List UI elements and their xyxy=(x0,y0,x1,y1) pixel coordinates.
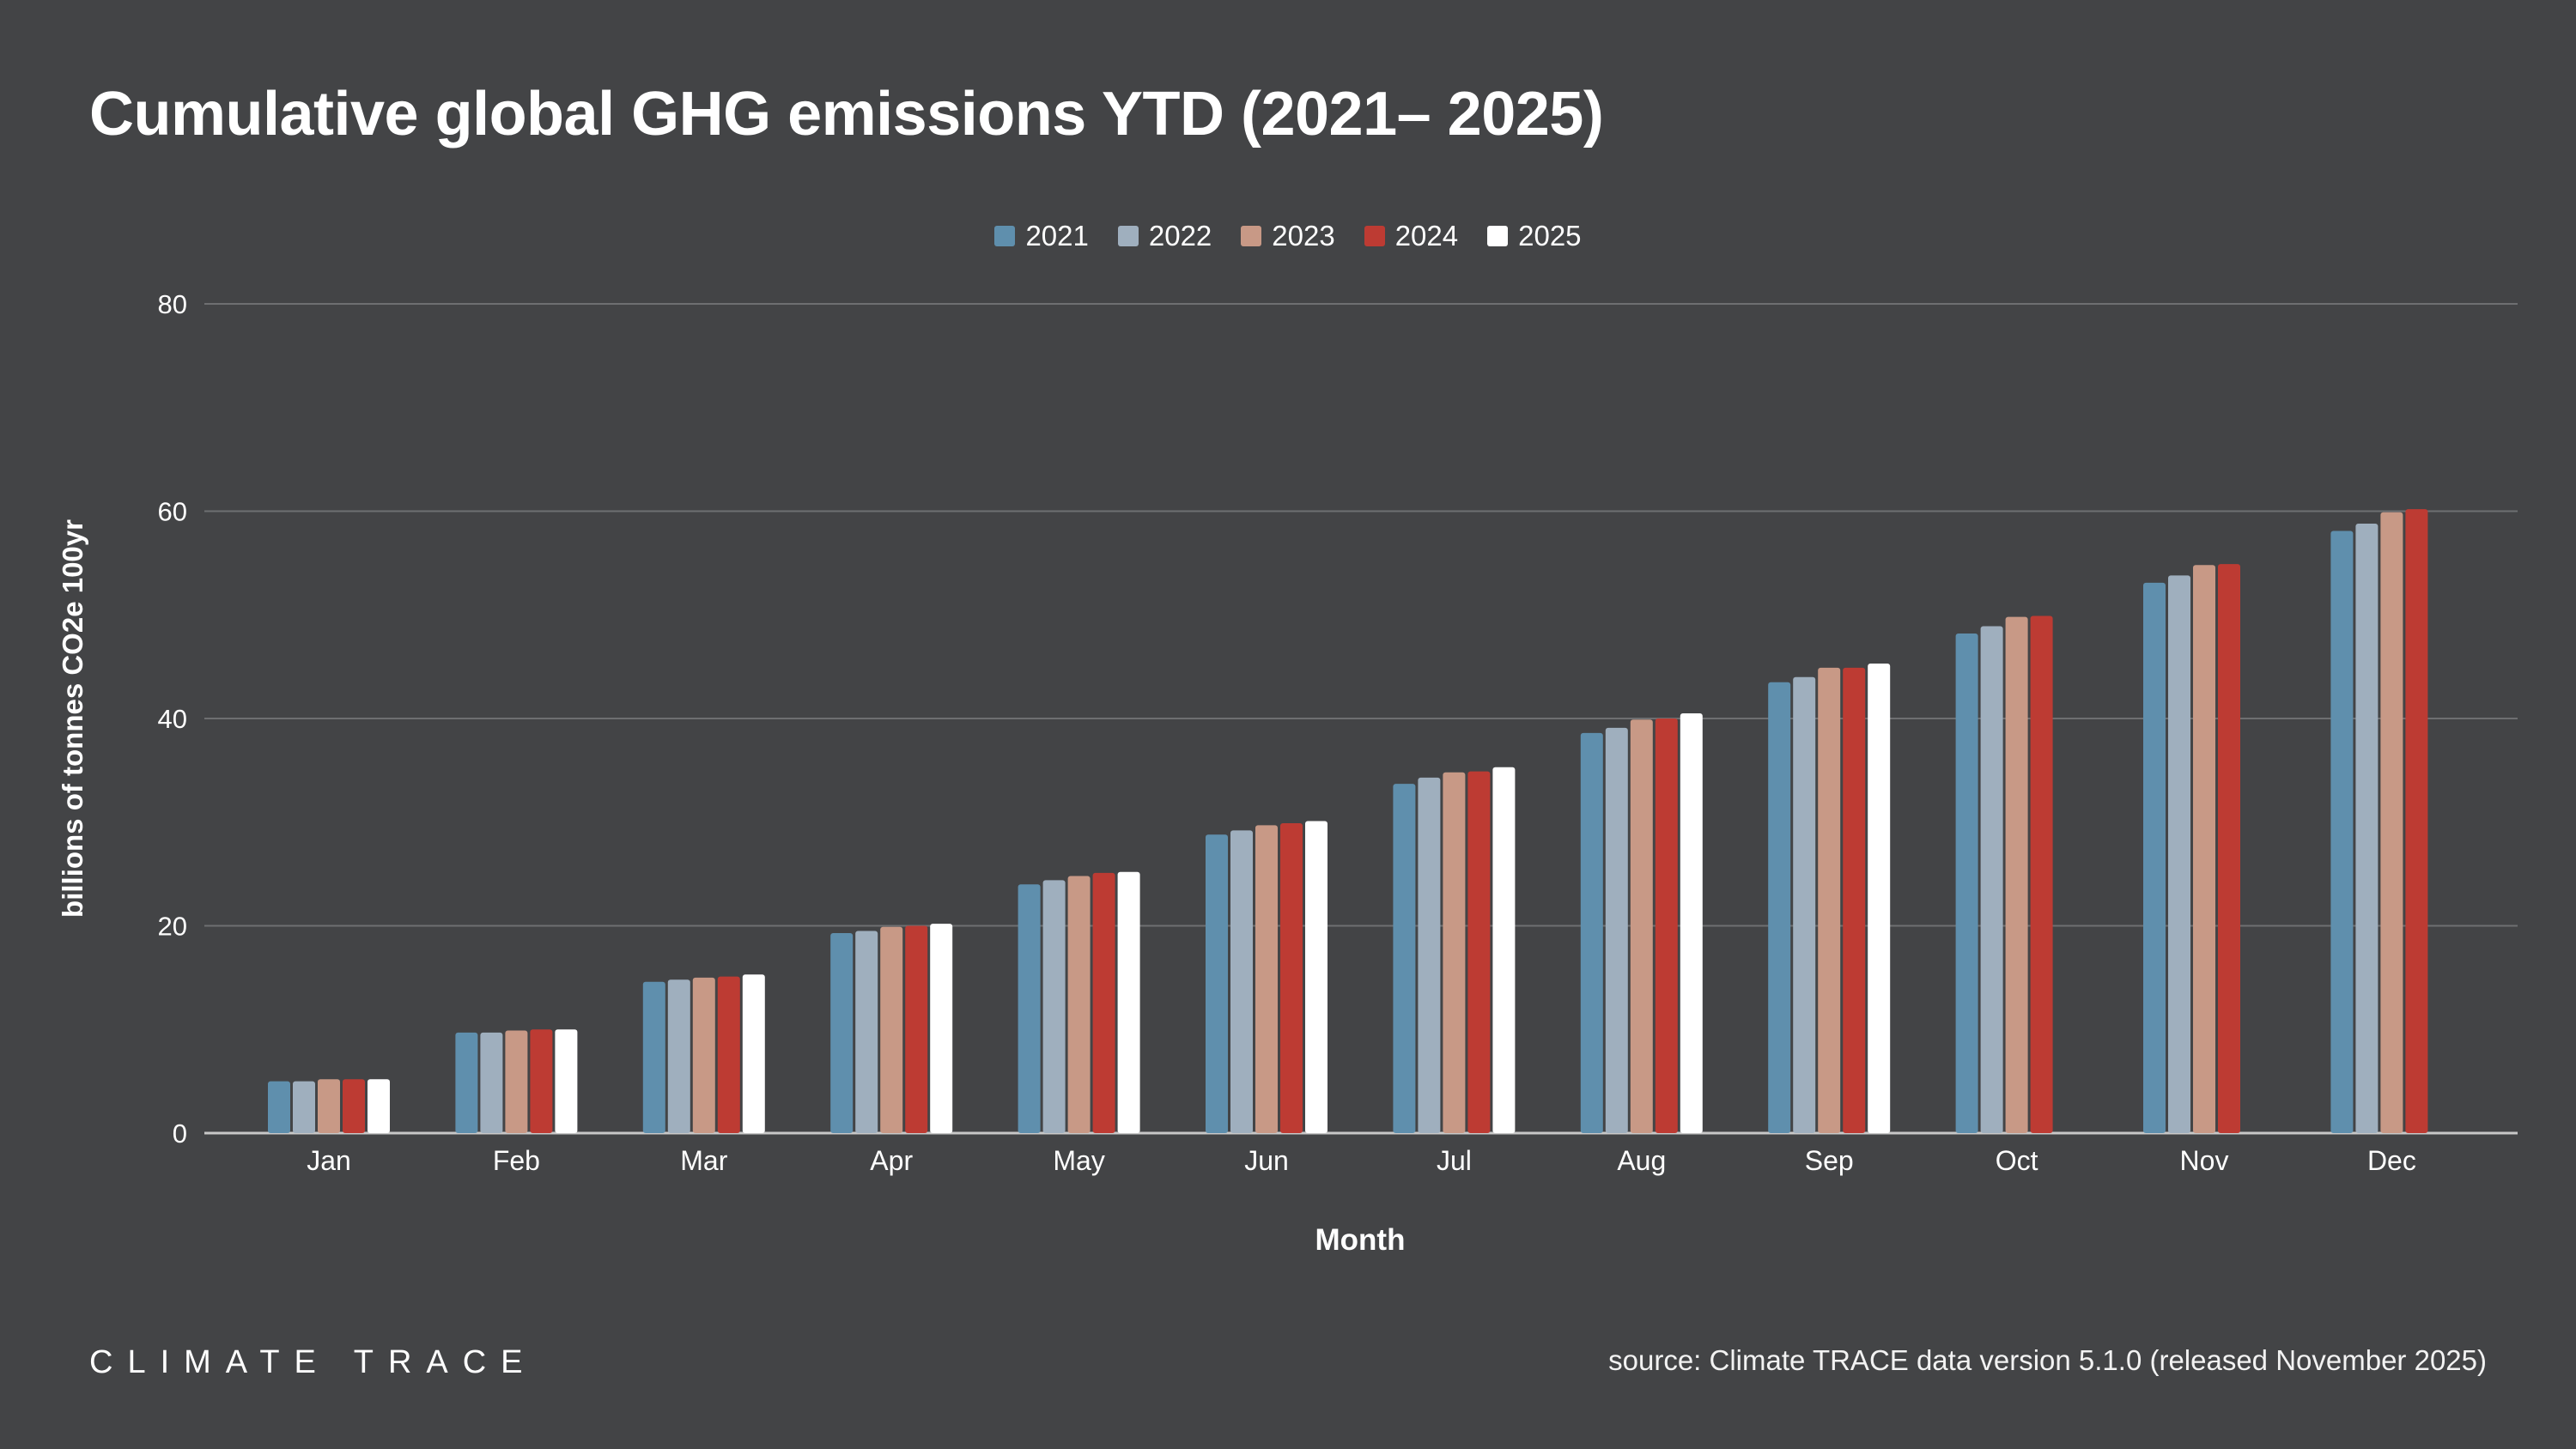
y-axis-title: billions of tonnes CO2e 100yr xyxy=(57,519,88,918)
legend-swatch xyxy=(1364,226,1385,246)
bar-2021-Feb xyxy=(455,1032,478,1133)
bar-2022-Nov xyxy=(2168,575,2190,1133)
y-tick-label: 40 xyxy=(158,704,187,734)
bar-2025-Jan xyxy=(368,1079,390,1133)
bar-2024-Mar xyxy=(717,976,740,1133)
legend-swatch xyxy=(994,226,1016,246)
bar-2022-Apr xyxy=(855,931,878,1133)
bar-2021-Mar xyxy=(642,981,665,1133)
bar-2023-Sep xyxy=(1818,667,1841,1133)
legend-item-2024: 2024 xyxy=(1364,220,1458,252)
y-tick-label: 0 xyxy=(173,1119,187,1149)
bar-2022-Jun xyxy=(1230,830,1253,1133)
bar-2021-May xyxy=(1018,884,1041,1133)
bar-2024-Jul xyxy=(1467,771,1491,1133)
bar-2022-Feb xyxy=(480,1032,503,1133)
bar-2021-Aug xyxy=(1580,732,1603,1133)
bar-2023-Feb xyxy=(505,1030,528,1133)
bar-2024-Aug xyxy=(1655,718,1678,1133)
bar-2025-Apr xyxy=(930,924,953,1133)
legend-item-2025: 2025 xyxy=(1487,220,1582,252)
bar-2025-Mar xyxy=(742,974,765,1133)
bar-2023-Aug xyxy=(1630,719,1653,1133)
y-tick-label: 60 xyxy=(158,497,187,527)
bar-2023-Dec xyxy=(2380,512,2403,1133)
bar-2025-Feb xyxy=(555,1029,578,1133)
legend-label: 2022 xyxy=(1148,220,1212,252)
bar-2022-Oct xyxy=(1980,626,2003,1133)
bar-2023-Mar xyxy=(692,977,715,1133)
x-tick-label: Feb xyxy=(493,1145,540,1176)
x-tick-label: Oct xyxy=(1996,1145,2038,1176)
bar-2025-Jun xyxy=(1305,821,1327,1133)
climate-trace-logo: CLIMATE TRACE xyxy=(89,1344,538,1380)
x-tick-label: Mar xyxy=(680,1145,727,1176)
legend-swatch xyxy=(1487,226,1509,246)
bar-2022-May xyxy=(1042,880,1066,1133)
x-tick-label: Sep xyxy=(1805,1145,1854,1176)
x-tick-label: Aug xyxy=(1617,1145,1666,1176)
legend-label: 2024 xyxy=(1394,220,1459,252)
bar-2024-Feb xyxy=(530,1029,553,1133)
bar-2022-Jan xyxy=(293,1081,315,1133)
legend-swatch xyxy=(1241,226,1262,246)
x-tick-label: May xyxy=(1053,1145,1104,1176)
chart-title: Cumulative global GHG emissions YTD (202… xyxy=(89,80,1604,149)
bar-2024-Jun xyxy=(1280,822,1303,1133)
bar-2023-May xyxy=(1067,876,1091,1133)
legend-swatch xyxy=(1117,226,1139,246)
bar-2021-Jul xyxy=(1393,784,1416,1133)
bar-2024-Sep xyxy=(1843,667,1866,1133)
bar-2023-Apr xyxy=(880,926,903,1133)
x-axis-title: Month xyxy=(1315,1223,1406,1257)
y-tick-label: 80 xyxy=(158,289,187,319)
legend-item-2021: 2021 xyxy=(994,220,1089,252)
bar-2021-Dec xyxy=(2330,530,2354,1133)
bar-2023-Jan xyxy=(318,1079,340,1133)
bar-2025-Sep xyxy=(1868,664,1891,1133)
x-tick-label: Nov xyxy=(2180,1145,2229,1176)
bar-2021-Nov xyxy=(2143,582,2166,1133)
legend: 2021 2022 2023 2024 2025 xyxy=(0,220,2576,252)
bar-2022-Jul xyxy=(1418,777,1441,1133)
bar-2024-May xyxy=(1092,872,1115,1133)
bar-2024-Dec xyxy=(2405,509,2428,1133)
x-tick-label: Apr xyxy=(870,1145,913,1176)
legend-label: 2025 xyxy=(1518,220,1582,252)
bar-2024-Nov xyxy=(2218,564,2240,1133)
bar-2023-Oct xyxy=(2005,616,2028,1133)
x-tick-label: Jun xyxy=(1244,1145,1289,1176)
bar-2024-Jan xyxy=(343,1079,365,1133)
legend-label: 2023 xyxy=(1272,220,1335,252)
bar-2022-Dec xyxy=(2355,523,2379,1133)
bar-2024-Oct xyxy=(2030,615,2053,1133)
y-tick-label: 20 xyxy=(158,912,187,942)
x-tick-label: Jan xyxy=(307,1145,351,1176)
bar-2022-Mar xyxy=(667,979,690,1133)
bar-2025-Jul xyxy=(1492,767,1516,1133)
bar-2021-Jan xyxy=(268,1081,290,1133)
bar-2021-Oct xyxy=(1955,633,1978,1133)
bar-2025-Aug xyxy=(1680,712,1703,1133)
bar-2021-Jun xyxy=(1206,834,1228,1133)
bar-2022-Sep xyxy=(1793,676,1816,1133)
legend-item-2023: 2023 xyxy=(1241,220,1335,252)
legend-item-2022: 2022 xyxy=(1117,220,1212,252)
bar-2023-Jul xyxy=(1443,772,1466,1133)
bar-2021-Apr xyxy=(830,932,854,1133)
bar-2022-Aug xyxy=(1605,727,1628,1133)
bar-2023-Nov xyxy=(2193,565,2215,1133)
x-tick-label: Dec xyxy=(2367,1145,2416,1176)
bar-2023-Jun xyxy=(1255,825,1278,1133)
bar-2024-Apr xyxy=(905,925,928,1133)
bar-2025-May xyxy=(1117,871,1140,1133)
x-tick-label: Jul xyxy=(1437,1145,1472,1176)
source-note: source: Climate TRACE data version 5.1.0… xyxy=(1608,1344,2487,1376)
bar-2021-Sep xyxy=(1768,682,1791,1133)
legend-label: 2021 xyxy=(1025,220,1089,252)
